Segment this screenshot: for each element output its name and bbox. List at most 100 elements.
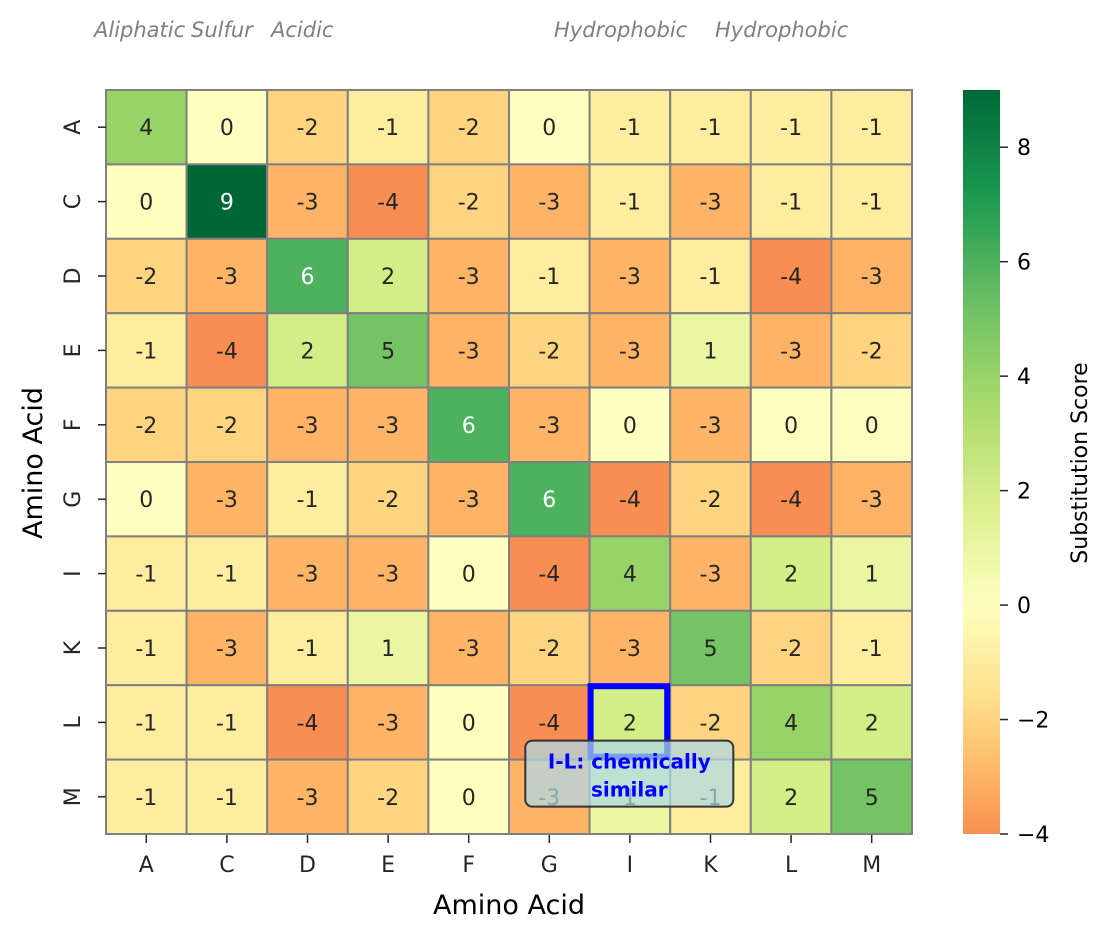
cell-value-label: -3 <box>377 711 399 736</box>
cell-value-label: -4 <box>780 488 802 513</box>
heatmap-cell <box>105 312 188 389</box>
heatmap-cell <box>669 386 752 464</box>
heatmap-cell <box>508 89 591 166</box>
heatmap-cell <box>185 684 269 761</box>
cell-value-label: -3 <box>297 786 319 811</box>
cell-value-label: -1 <box>216 786 238 811</box>
x-tick-label: E <box>381 853 395 878</box>
heatmap-cell <box>669 237 752 315</box>
heatmap-cell <box>508 163 591 240</box>
y-axis-label: Amino Acid <box>18 387 49 539</box>
cell-value-label: -3 <box>861 265 883 290</box>
cell-value-label: -3 <box>538 414 560 439</box>
cell-value-label: -2 <box>700 488 722 513</box>
heatmap-cell <box>588 535 672 612</box>
cell-value-label: -2 <box>458 191 480 216</box>
heatmap-cell <box>830 237 914 315</box>
cell-value-label: 9 <box>220 191 234 216</box>
y-tick-label: L <box>61 716 86 729</box>
cell-value-label: 5 <box>704 637 718 662</box>
cell-value-label: 6 <box>542 488 556 513</box>
cell-value-label: 6 <box>462 414 476 439</box>
heatmap-cell <box>830 758 914 835</box>
colorbar-tick-label: 2 <box>1017 480 1031 505</box>
y-tick-label: A <box>61 120 86 135</box>
group-label-acidic: Acidic <box>269 18 334 42</box>
cell-value-label: 0 <box>462 563 476 588</box>
cell-value-label: -3 <box>297 191 319 216</box>
cell-value-label: -4 <box>297 711 319 736</box>
heatmap-cell <box>185 386 269 464</box>
cell-value-label: -3 <box>780 339 802 364</box>
x-tick-label: C <box>219 853 234 878</box>
heatmap-cell <box>588 237 672 315</box>
group-labels: Aliphatic Sulfur Acidic Hydrophobic Hydr… <box>92 18 849 42</box>
cell-value-label: 2 <box>784 786 798 811</box>
heatmap-cell <box>830 684 914 761</box>
x-tick-label: K <box>703 853 718 878</box>
cell-value-label: -1 <box>619 116 641 141</box>
cell-value-label: 4 <box>139 116 153 141</box>
cell-value-label: -1 <box>377 116 399 141</box>
cell-value-label: -1 <box>135 339 157 364</box>
cell-value-label: 2 <box>784 563 798 588</box>
heatmap-cell <box>346 609 430 687</box>
heatmap-cell <box>346 684 430 761</box>
y-tick-label: M <box>61 787 86 806</box>
cell-value-label: -3 <box>297 414 319 439</box>
cell-value-label: 2 <box>301 339 315 364</box>
y-tick-label: I <box>61 570 86 577</box>
group-label-hydrophobic-2: Hydrophobic <box>715 18 849 42</box>
cell-value-label: -3 <box>458 339 480 364</box>
cell-value-label: -2 <box>538 637 560 662</box>
cell-value-label: -2 <box>538 339 560 364</box>
heatmap-cell <box>588 163 672 240</box>
heatmap-cell <box>185 163 269 240</box>
cell-value-label: 0 <box>462 786 476 811</box>
cell-value-label: -1 <box>780 191 802 216</box>
x-tick-label: M <box>862 853 881 878</box>
cell-value-label: -1 <box>135 711 157 736</box>
cell-value-label: -2 <box>135 414 157 439</box>
cell-value-label: -1 <box>861 637 883 662</box>
heatmap-cell <box>427 684 510 761</box>
heatmap-cell <box>185 609 269 687</box>
cell-value-label: 0 <box>623 414 637 439</box>
cell-value-label: 1 <box>381 637 395 662</box>
heatmap-cell <box>588 609 672 687</box>
cell-value-label: -4 <box>780 265 802 290</box>
cell-value-label: -4 <box>216 339 238 364</box>
x-tick-label: D <box>299 853 316 878</box>
cell-value-label: -1 <box>297 637 319 662</box>
colorbar-tick-label: 0 <box>1017 594 1031 619</box>
heatmap-cell <box>830 163 914 240</box>
cell-value-label: -2 <box>216 414 238 439</box>
cell-value-label: 0 <box>220 116 234 141</box>
colorbar-label: Substitution Score <box>1068 362 1093 563</box>
heatmap-cell <box>427 609 510 687</box>
y-tick-labels: A C D E F G I K L M <box>61 120 106 806</box>
heatmap-cell <box>266 461 349 538</box>
cell-value-label: 2 <box>865 711 879 736</box>
annotation-text: similar <box>591 778 668 802</box>
heatmap-cell <box>830 312 914 389</box>
cell-value-label: 4 <box>784 711 798 736</box>
heatmap-cell <box>749 609 833 687</box>
y-tick-label: C <box>61 194 86 209</box>
heatmap-cell <box>749 758 833 835</box>
heatmap-cell <box>105 461 188 538</box>
heatmap-cell <box>669 609 752 687</box>
cell-value-label: 0 <box>784 414 798 439</box>
heatmap-cell <box>749 386 833 464</box>
cell-value-label: 5 <box>381 339 395 364</box>
group-label-sulfur: Sulfur <box>191 18 254 42</box>
colorbar-tick-label: 8 <box>1017 136 1031 161</box>
cell-value-label: -3 <box>377 414 399 439</box>
x-tick-label: A <box>139 853 154 878</box>
cell-value-label: 0 <box>542 116 556 141</box>
heatmap-cell <box>266 684 349 761</box>
heatmap-cell <box>508 312 591 389</box>
heatmap-cell <box>749 237 833 315</box>
colorbar-ticks: −4 −2 0 2 4 6 8 <box>1000 136 1049 848</box>
